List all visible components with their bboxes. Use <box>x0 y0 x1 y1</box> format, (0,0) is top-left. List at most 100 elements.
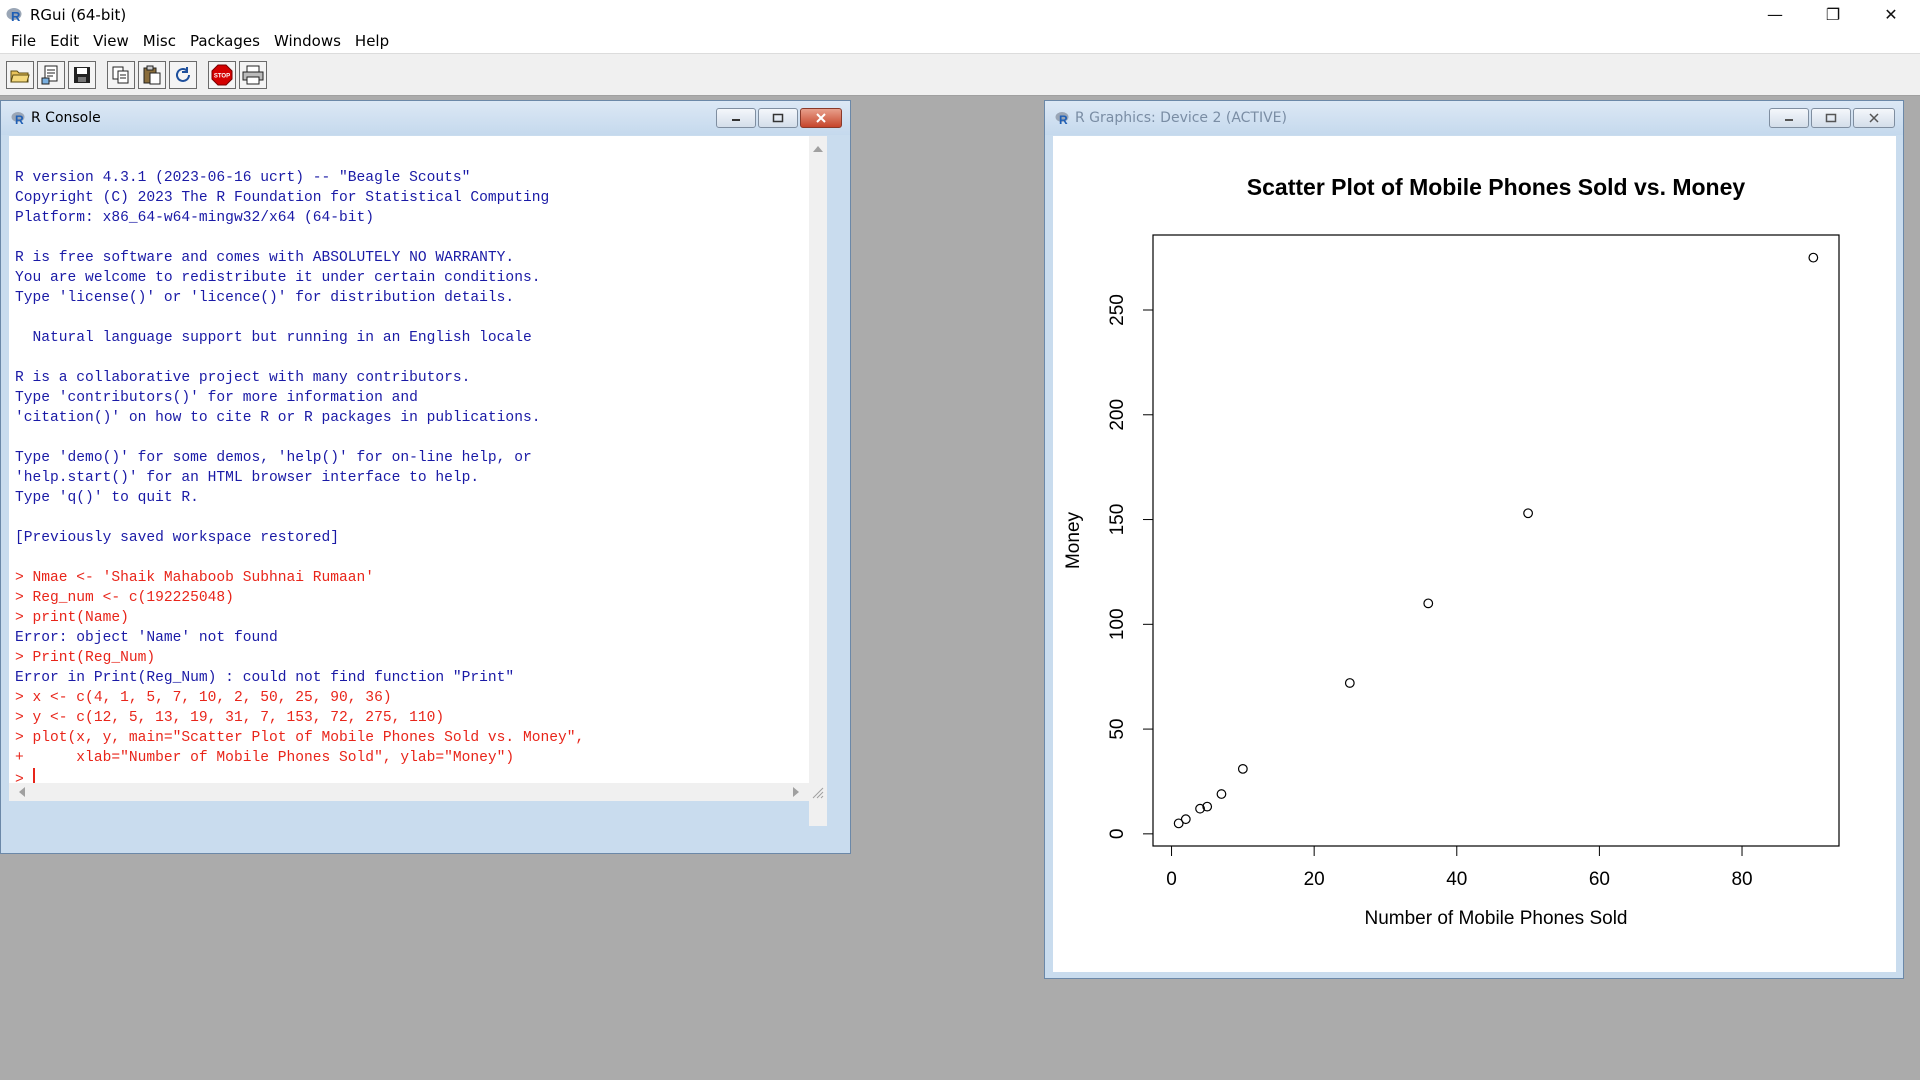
paste-icon <box>143 65 161 84</box>
graphics-minimize-button[interactable] <box>1769 108 1809 128</box>
y-tick-label: 200 <box>1107 399 1128 431</box>
console-output-line: Type 'contributors()' for more informati… <box>15 390 418 406</box>
graphics-titlebar[interactable]: R R Graphics: Device 2 (ACTIVE) <box>1045 101 1903 135</box>
console-window: R R Console R version 4.3.1 (2023-06-16 … <box>0 100 851 854</box>
y-tick-label: 150 <box>1107 504 1128 536</box>
stop-button[interactable]: STOP <box>208 60 236 89</box>
maximize-icon <box>1825 113 1837 123</box>
load-workspace-button[interactable] <box>37 60 65 89</box>
menu-help[interactable]: Help <box>354 32 390 50</box>
console-output-line: Platform: x86_64-w64-mingw32/x64 (64-bit… <box>15 210 375 226</box>
menu-view[interactable]: View <box>93 32 129 50</box>
data-point <box>1423 598 1434 609</box>
graphics-close-button[interactable] <box>1853 108 1895 128</box>
svg-text:R: R <box>11 9 21 24</box>
app-minimize-button[interactable]: — <box>1767 5 1783 24</box>
console-title: R Console <box>31 110 101 126</box>
x-tick-label: 0 <box>1166 869 1177 890</box>
data-point <box>1195 803 1205 814</box>
copy-button[interactable] <box>107 60 135 89</box>
app-close-button[interactable]: ✕ <box>1884 5 1898 24</box>
console-output-line <box>15 348 584 368</box>
console-input-line: > Reg_num <- c(192225048) <box>15 590 234 606</box>
open-script-icon <box>10 70 30 82</box>
console-input-line: + xlab="Number of Mobile Phones Sold", y… <box>15 750 515 766</box>
console-horizontal-scrollbar[interactable] <box>9 783 827 801</box>
paste-button[interactable] <box>138 60 166 89</box>
console-output-line <box>15 308 584 328</box>
y-tick-label: 100 <box>1107 608 1128 640</box>
console-maximize-button[interactable] <box>758 108 798 128</box>
graphics-title: R Graphics: Device 2 (ACTIVE) <box>1075 110 1287 126</box>
console-input-line: > x <- c(4, 1, 5, 7, 10, 2, 50, 25, 90, … <box>15 690 392 706</box>
scatter-plot: Scatter Plot of Mobile Phones Sold vs. M… <box>1063 174 1840 929</box>
close-icon <box>1869 113 1879 123</box>
data-point <box>1202 801 1213 812</box>
x-tick-label: 20 <box>1304 869 1325 890</box>
console-close-button[interactable] <box>800 108 842 128</box>
graphics-maximize-button[interactable] <box>1811 108 1851 128</box>
refresh-button[interactable] <box>169 60 197 89</box>
maximize-icon <box>772 113 784 123</box>
data-point <box>1523 508 1533 519</box>
app-title: RGui (64-bit) <box>30 5 127 24</box>
stop-icon-label: STOP <box>214 73 230 79</box>
text-cursor <box>32 768 35 786</box>
menu-misc[interactable]: Misc <box>142 32 176 50</box>
x-axis-label: Number of Mobile Phones Sold <box>1365 908 1628 929</box>
menu-packages[interactable]: Packages <box>189 32 260 50</box>
console-prompt[interactable]: > <box>15 768 584 790</box>
y-axis-label: Money <box>1063 511 1084 569</box>
toolbar: STOP <box>0 53 1920 96</box>
console-output-line: R version 4.3.1 (2023-06-16 ucrt) -- "Be… <box>15 170 471 186</box>
data-point <box>1237 763 1248 774</box>
console-output[interactable]: R version 4.3.1 (2023-06-16 ucrt) -- "Be… <box>9 136 827 826</box>
menubar: File Edit View Misc Packages Windows Hel… <box>0 29 1920 53</box>
r-logo-icon: R <box>6 6 24 24</box>
save-button[interactable] <box>68 60 96 89</box>
menu-file[interactable]: File <box>11 32 37 50</box>
console-output-line: Type 'demo()' for some demos, 'help()' f… <box>15 450 532 466</box>
graphics-window: R R Graphics: Device 2 (ACTIVE) Scatter … <box>1044 100 1904 979</box>
scroll-thumb[interactable] <box>812 156 824 756</box>
data-point <box>1216 789 1227 799</box>
console-output-line: [Previously saved workspace restored] <box>15 530 340 546</box>
console-input-line: > Nmae <- 'Shaik Mahaboob Subhnai Rumaan… <box>15 570 375 586</box>
console-input-line: > print(Name) <box>15 610 129 626</box>
console-vertical-scrollbar[interactable] <box>809 136 827 826</box>
console-output-line: 'citation()' on how to cite R or R packa… <box>15 410 541 426</box>
console-output-line: Natural language support but running in … <box>15 330 532 346</box>
console-output-line: 'help.start()' for an HTML browser inter… <box>15 470 480 486</box>
data-point <box>1173 818 1184 829</box>
console-output-line: Error in Print(Reg_Num) : could not find… <box>15 670 515 686</box>
app-restore-button[interactable]: ❐ <box>1825 5 1841 24</box>
console-input-line: > y <- c(12, 5, 13, 19, 31, 7, 153, 72, … <box>15 710 445 726</box>
console-output-line: You are welcome to redistribute it under… <box>15 270 541 286</box>
menu-windows[interactable]: Windows <box>273 32 341 50</box>
print-button[interactable] <box>239 60 267 89</box>
minimize-icon <box>732 119 740 121</box>
x-tick-label: 60 <box>1589 869 1610 890</box>
console-output-line: Type 'license()' or 'licence()' for dist… <box>15 290 515 306</box>
y-tick-label: 250 <box>1107 294 1128 326</box>
graphics-canvas: Scatter Plot of Mobile Phones Sold vs. M… <box>1053 136 1896 972</box>
data-point <box>1808 252 1819 263</box>
y-tick-label: 50 <box>1107 719 1128 740</box>
console-titlebar[interactable]: R R Console <box>1 101 850 135</box>
open-script-button[interactable] <box>6 60 34 89</box>
console-minimize-button[interactable] <box>716 108 756 128</box>
menu-edit[interactable]: Edit <box>50 32 80 50</box>
console-output-line: R is free software and comes with ABSOLU… <box>15 250 515 266</box>
app-titlebar: R RGui (64-bit) — ❐ ✕ <box>0 0 1920 29</box>
data-point <box>1344 678 1355 688</box>
svg-text:R: R <box>15 113 24 126</box>
console-input-line: > plot(x, y, main="Scatter Plot of Mobil… <box>15 730 585 746</box>
data-point <box>1180 814 1191 825</box>
save-icon <box>74 66 90 83</box>
console-output-line: Type 'q()' to quit R. <box>15 490 199 506</box>
console-input-line: > Print(Reg_Num) <box>15 650 156 666</box>
resize-grip-icon[interactable] <box>809 784 825 800</box>
scroll-right-icon <box>793 787 799 797</box>
console-output-line: R is a collaborative project with many c… <box>15 370 471 386</box>
plot-frame <box>1152 234 1840 847</box>
